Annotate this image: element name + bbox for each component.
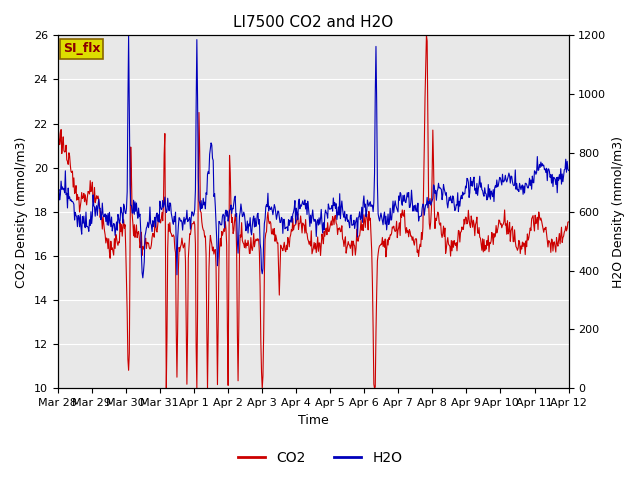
Line: CO2: CO2 <box>58 36 568 388</box>
H2O <box>196 201 204 206</box>
Y-axis label: CO2 Density (mmol/m3): CO2 Density (mmol/m3) <box>15 136 28 288</box>
H2O <box>116 220 124 226</box>
CO2 <box>376 243 383 249</box>
H2O <box>54 188 61 193</box>
CO2 <box>63 157 70 163</box>
H2O <box>391 198 399 204</box>
CO2 <box>390 227 398 233</box>
H2O <box>564 168 572 173</box>
Text: SI_flx: SI_flx <box>63 42 100 55</box>
H2O <box>169 219 177 225</box>
X-axis label: Time: Time <box>298 414 328 427</box>
H2O <box>63 190 70 196</box>
H2O <box>125 33 132 38</box>
Title: LI7500 CO2 and H2O: LI7500 CO2 and H2O <box>233 15 393 30</box>
Legend: CO2, H2O: CO2, H2O <box>232 445 408 471</box>
CO2 <box>168 234 176 240</box>
CO2 <box>54 138 61 144</box>
H2O <box>139 275 147 281</box>
CO2 <box>564 219 572 225</box>
Line: H2O: H2O <box>58 36 568 278</box>
Y-axis label: H2O Density (mmol/m3): H2O Density (mmol/m3) <box>612 136 625 288</box>
CO2 <box>116 240 124 246</box>
CO2 <box>422 33 430 38</box>
CO2 <box>163 385 170 391</box>
CO2 <box>195 109 203 115</box>
H2O <box>376 214 384 220</box>
